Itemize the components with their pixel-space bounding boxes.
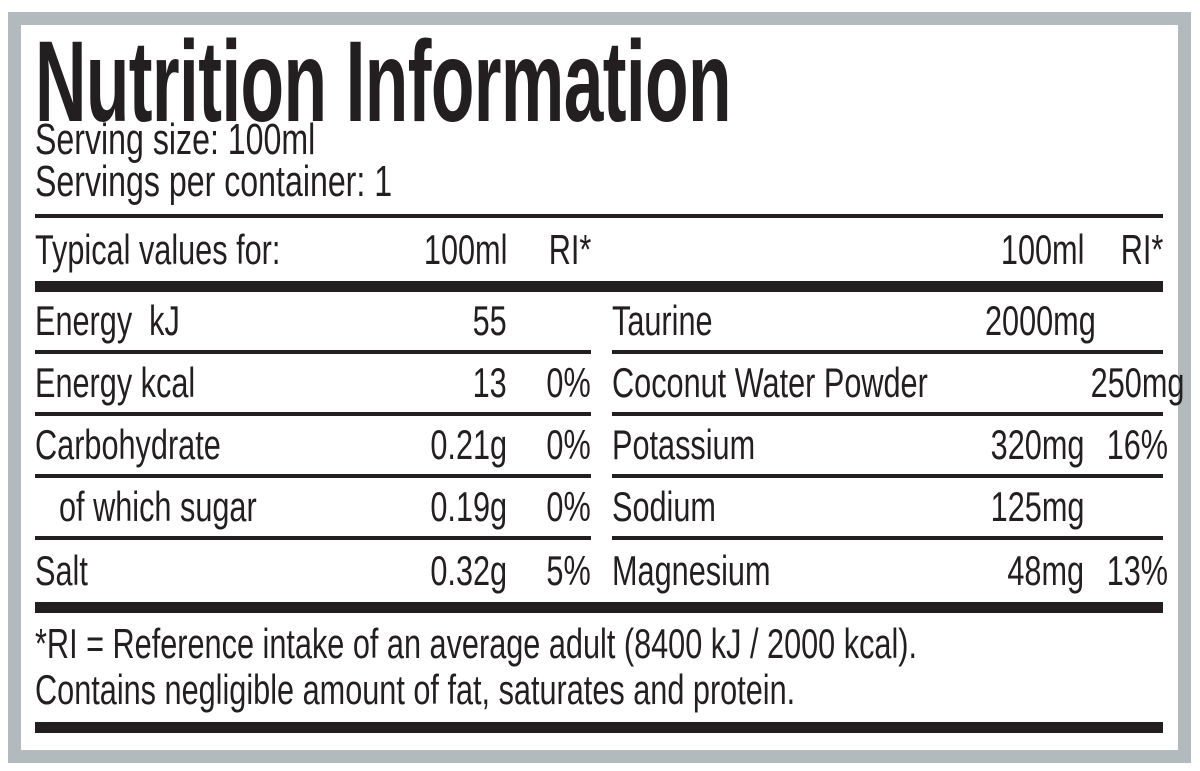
table-header-left: Typical values for: 100ml RI*: [35, 218, 591, 281]
label-bottom-bar: [35, 722, 1163, 733]
page-title-text: Nutrition Information: [35, 18, 732, 146]
header-label: Typical values for:: [35, 225, 281, 273]
row-ri: 0%: [546, 483, 591, 530]
table-row: Taurine 2000mg: [612, 292, 1163, 354]
footnote-negligible: Contains negligible amount of fat, satur…: [35, 666, 796, 713]
table-header-row: Typical values for: 100ml RI* 100ml RI*: [35, 218, 1163, 281]
row-ri: [507, 297, 591, 345]
row-ri: [1084, 483, 1163, 531]
servings-per-container-line: Servings per container: 1: [35, 157, 393, 206]
table-row: Coconut Water Powder 250mg: [612, 354, 1185, 416]
row-label: Taurine: [612, 297, 713, 344]
table-row: Sodium 125mg: [612, 478, 1163, 540]
row-ri: 5%: [546, 547, 591, 594]
header-amount-column: 100ml: [1000, 225, 1084, 273]
row-amount: 2000mg: [984, 297, 1096, 344]
label-content: Nutrition Information Serving size: 100m…: [21, 25, 1185, 733]
table-right-column: Taurine 2000mg Coconut Water Powder 250m…: [612, 292, 1185, 602]
nutrition-label-panel: Nutrition Information Serving size: 100m…: [8, 12, 1191, 763]
table-header-right: 100ml RI*: [612, 218, 1163, 281]
table-row: Potassium 320mg 16%: [612, 416, 1169, 478]
row-label: Energy kJ: [35, 297, 180, 344]
page-title: Nutrition Information: [35, 25, 1163, 140]
row-label: Carbohydrate: [35, 421, 221, 468]
row-amount: 55: [472, 297, 507, 344]
header-amount-column: 100ml: [423, 225, 507, 273]
header-label: [612, 226, 944, 274]
table-bottom-bar: [35, 602, 1163, 613]
row-amount: 125mg: [990, 483, 1084, 530]
header-ri-column: RI*: [1120, 225, 1163, 273]
table-row: Energy kJ 55: [35, 292, 591, 354]
row-amount: 250mg: [1090, 359, 1185, 406]
row-label: Potassium: [612, 421, 756, 468]
row-amount: 0.32g: [430, 547, 507, 594]
table-row: of which sugar 0.19g 0%: [35, 478, 591, 540]
row-ri: 13%: [1106, 547, 1169, 594]
row-amount: 13: [472, 359, 507, 406]
table-left-column: Energy kJ 55 Energy kcal 13 0% Carbohydr…: [35, 292, 591, 602]
row-ri: 0%: [546, 421, 591, 468]
table-body: Energy kJ 55 Energy kcal 13 0% Carbohydr…: [35, 292, 1185, 602]
row-label: Magnesium: [612, 547, 771, 594]
footnote-ri-definition: *RI = Reference intake of an average adu…: [35, 620, 917, 667]
row-amount: 0.21g: [430, 421, 507, 468]
row-ri: [1185, 359, 1200, 407]
footnotes: *RI = Reference intake of an average adu…: [35, 621, 1163, 713]
row-label: of which sugar: [59, 483, 257, 530]
row-ri: 16%: [1106, 421, 1169, 468]
row-ri: [1084, 297, 1163, 345]
row-label: Coconut Water Powder: [612, 359, 928, 406]
row-label: Sodium: [612, 483, 716, 530]
row-amount: 320mg: [990, 421, 1084, 468]
header-bottom-bar: [35, 281, 1163, 292]
table-row: Carbohydrate 0.21g 0%: [35, 416, 591, 478]
table-row: Magnesium 48mg 13%: [612, 540, 1169, 602]
row-amount: 0.19g: [430, 483, 507, 530]
row-amount: 48mg: [1007, 547, 1084, 594]
row-label: Energy kcal: [35, 359, 196, 406]
row-ri: 0%: [546, 359, 591, 406]
table-row: Energy kcal 13 0%: [35, 354, 591, 416]
header-top-rule: [35, 214, 1163, 218]
serving-size-line: Serving size: 100ml: [35, 115, 316, 164]
table-row: Salt 0.32g 5%: [35, 540, 591, 602]
row-label: Salt: [35, 547, 88, 594]
header-ri-column: RI*: [548, 225, 591, 273]
